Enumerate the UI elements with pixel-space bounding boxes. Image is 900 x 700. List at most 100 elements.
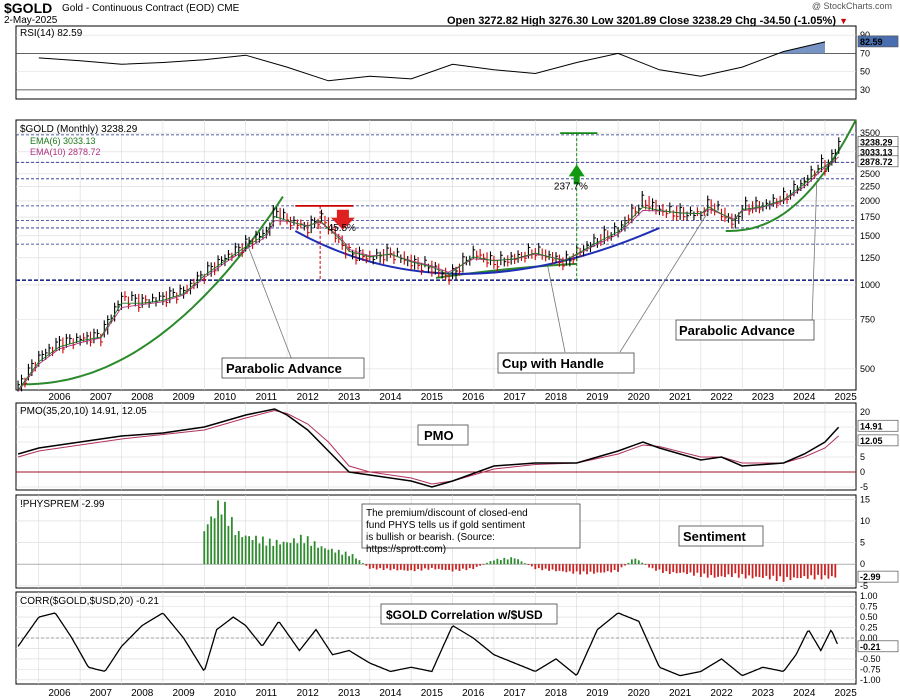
- right-parabola-callout-box: [675, 319, 815, 341]
- premium-bar: [734, 564, 737, 574]
- premium-bar: [724, 564, 726, 578]
- premium-bar: [651, 564, 654, 569]
- close-value: 3238.29: [692, 15, 733, 27]
- premium-bar: [579, 564, 582, 575]
- premium-bar: [482, 564, 485, 565]
- price-tick-label: 500: [860, 364, 875, 374]
- premium-bar: [789, 564, 792, 581]
- premium-bar: [617, 564, 619, 572]
- correlation-panel: 1.000.750.500.250.00-0.25-0.50-0.75-1.00…: [15, 591, 899, 685]
- premium-bar: [434, 564, 437, 570]
- premium-tick-label: -5: [860, 581, 868, 591]
- pmo-last-value-box: [857, 419, 899, 432]
- premium-bar: [655, 564, 657, 571]
- premium-bar: [637, 560, 640, 565]
- premium-bar: [327, 549, 330, 565]
- premium-bar: [406, 564, 409, 571]
- premium-bar: [368, 564, 371, 569]
- premium-bar: [765, 564, 768, 576]
- premium-bar: [572, 564, 575, 574]
- decline-pct-label: -45.5%: [324, 223, 356, 234]
- rsi-last-value-text: 82.59: [860, 37, 883, 47]
- premium-bar: [706, 564, 709, 578]
- price-tick-label: 1750: [860, 212, 880, 222]
- price-tick-label: 3500: [860, 128, 880, 138]
- x-axis-label: 2022: [710, 392, 733, 403]
- premium-bar: [261, 536, 264, 565]
- premium-bar: [475, 564, 478, 567]
- ema10-last-value-text: 2878.72: [860, 157, 893, 167]
- pmo-frame: [15, 402, 857, 491]
- premium-bar: [210, 516, 213, 565]
- correlation-tick-label: 0.75: [860, 602, 878, 612]
- premium-bar: [751, 564, 754, 579]
- premium-bar: [386, 564, 388, 569]
- x-axis-label: 2019: [586, 392, 609, 403]
- x-axis-label: 2023: [752, 392, 775, 403]
- x-axis-label: 2020: [628, 392, 651, 403]
- price-last-value-text: 3238.29: [860, 138, 893, 148]
- x-axis-label: 2006: [48, 688, 71, 699]
- x-axis-label: 2006: [48, 392, 71, 403]
- callout-leader: [547, 265, 566, 353]
- premium-bar: [503, 557, 506, 565]
- x-axis-label: 2021: [669, 392, 692, 403]
- watermark: @ StockCharts.com: [811, 1, 892, 11]
- x-axis-label: 2010: [214, 688, 237, 699]
- premium-bar: [248, 536, 251, 565]
- high-label: High: [521, 15, 546, 27]
- premium-bar: [720, 564, 723, 577]
- correlation-tick-label: -0.75: [860, 664, 881, 674]
- x-axis-label: 2017: [503, 392, 526, 403]
- premium-bar: [427, 564, 430, 570]
- premium-bar: [744, 564, 747, 579]
- x-axis-label: 2007: [90, 688, 113, 699]
- premium-bar: [689, 564, 692, 573]
- premium-bar: [399, 564, 402, 570]
- quote-bar: Open 3272.82 High 3276.30 Low 3201.89 Cl…: [447, 15, 848, 27]
- x-axis-label: 2015: [421, 688, 444, 699]
- chg-label: Chg: [735, 15, 757, 27]
- rsi-tick-label: 30: [860, 85, 870, 95]
- x-axis-label: 2009: [172, 392, 195, 403]
- premium-bar: [479, 564, 482, 566]
- premium-bar: [244, 535, 247, 565]
- premium-bar: [372, 564, 375, 569]
- low-label: Low: [591, 15, 614, 27]
- high-value: 3276.30: [548, 15, 589, 27]
- premium-bar: [472, 564, 475, 570]
- pmo-tick-label: -5: [860, 482, 868, 492]
- price-tick-label: 1500: [860, 231, 880, 241]
- premium-bar: [575, 564, 578, 572]
- correlation-last-value-text: -0.21: [860, 642, 881, 652]
- premium-bar: [755, 564, 757, 577]
- premium-note-line: The premium/discount of closed-end: [366, 508, 528, 519]
- premium-bar: [355, 558, 357, 565]
- rsi-tick-label: 50: [860, 67, 870, 77]
- x-axis-label: 2011: [256, 392, 278, 403]
- premium-bar: [227, 525, 230, 565]
- premium-bar: [251, 539, 254, 565]
- x-axis-label: 2016: [462, 392, 485, 403]
- premium-bar: [730, 564, 733, 577]
- premium-bar: [672, 564, 675, 573]
- premium-bar: [761, 564, 764, 578]
- premium-bar: [530, 564, 533, 567]
- premium-bar: [803, 564, 806, 577]
- premium-bar: [558, 564, 561, 571]
- premium-bar: [527, 564, 530, 565]
- premium-bar: [334, 552, 337, 565]
- premium-bar: [561, 564, 564, 572]
- x-axis-label: 2018: [545, 392, 568, 403]
- correlation-label-box: [380, 603, 558, 625]
- premium-tick-label: 5: [860, 538, 865, 548]
- premium-bar: [537, 564, 540, 569]
- premium-bar: [620, 564, 623, 568]
- premium-bar: [417, 564, 419, 570]
- price-legend: $GOLD (Monthly) 3238.29: [20, 124, 138, 135]
- exchange-label: CME: [217, 3, 240, 14]
- premium-bar: [289, 543, 292, 565]
- premium-bar: [517, 559, 519, 565]
- premium-bar: [341, 554, 344, 565]
